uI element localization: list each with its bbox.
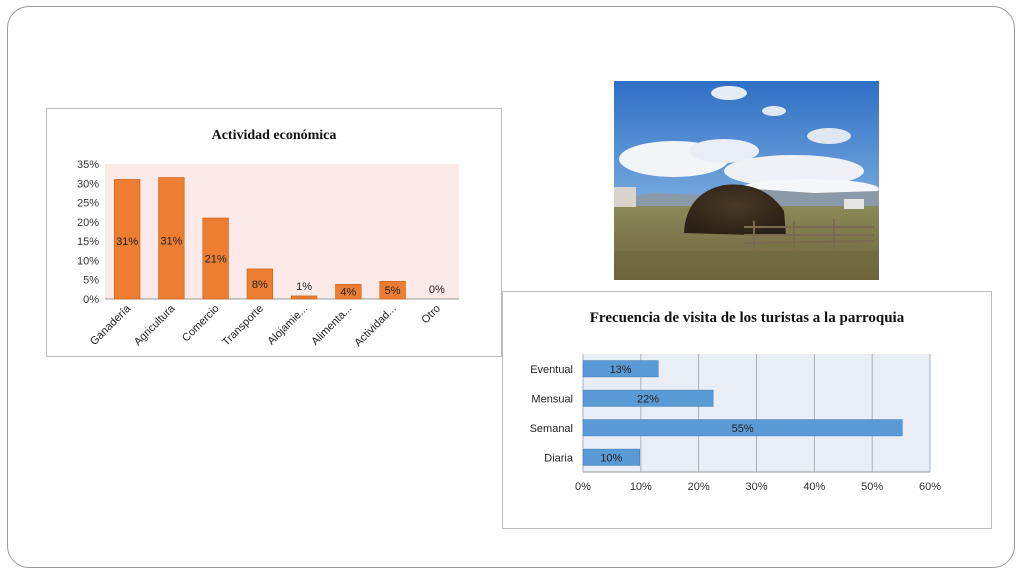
data-label: 22% (637, 393, 659, 405)
data-label: 31% (160, 235, 182, 247)
x-tick-label: 20% (688, 481, 710, 493)
x-tick-label: Ganadería (88, 302, 134, 348)
x-tick-label: Actividad... (352, 303, 399, 350)
data-label: 10% (600, 452, 622, 464)
bar (582, 448, 640, 466)
bar (246, 268, 274, 300)
economic-activity-plot: 0% 5% 10% 15% 20% 25% 30% 35% 31% Ganadería 31% Agr… (77, 159, 459, 350)
slide-frame (7, 6, 1015, 568)
tourist-visit-frequency-chart: Frecuencia de visita de los turistas a l… (502, 291, 992, 529)
bar (379, 280, 406, 300)
bar (582, 389, 714, 407)
x-tick-label: Agricultura (132, 302, 178, 348)
x-tick-label: Transporte (220, 303, 266, 349)
visit-frequency-plot: 0% 10% 20% 30% 40% 50% 60% 13% Eventual 22% Mensua… (530, 354, 941, 493)
x-tick-label: Comercio (180, 303, 222, 345)
y-tick-label: 35% (77, 159, 99, 171)
bar (158, 177, 185, 300)
x-tick-label: Otro (419, 303, 443, 327)
bar (335, 284, 362, 300)
bar (582, 360, 659, 378)
y-tick-label: Mensual (531, 393, 573, 405)
data-label: 5% (385, 285, 401, 297)
haystack-photo-illustration (614, 81, 879, 280)
y-tick-label: Eventual (530, 364, 573, 376)
plot-area (105, 164, 459, 299)
data-label: 8% (252, 279, 268, 291)
bar (290, 295, 318, 300)
y-tick-label: 20% (77, 217, 99, 229)
data-label: 13% (610, 364, 632, 376)
x-tick-label: Alojamie... (265, 303, 310, 348)
economic-activity-chart: Actividad económica 0% 5% 10% 15% 20% 25% 30% 3… (46, 108, 502, 357)
chart-title: Frecuencia de visita de los turistas a l… (589, 310, 905, 326)
x-tick-label: 40% (803, 481, 825, 493)
y-tick-label: 25% (77, 198, 99, 210)
y-tick-label: 15% (77, 236, 99, 248)
y-tick-label: 10% (77, 255, 99, 267)
data-label: 0% (429, 284, 445, 296)
y-tick-label: 30% (77, 178, 99, 190)
x-tick-label: 10% (630, 481, 652, 493)
chart-title: Actividad económica (211, 128, 337, 143)
data-label: 31% (116, 236, 138, 248)
x-tick-label: 60% (919, 481, 941, 493)
x-tick-label: 50% (861, 481, 883, 493)
data-label: 1% (296, 281, 312, 293)
y-tick-label: Diaria (544, 452, 574, 464)
x-tick-label: 0% (575, 481, 591, 493)
landscape-photo (614, 81, 879, 280)
bar (582, 419, 903, 437)
x-tick-label: Alimenta... (309, 303, 354, 348)
y-tick-label: 0% (83, 294, 99, 306)
data-label: 21% (205, 254, 227, 266)
data-label: 55% (732, 423, 754, 435)
bar (202, 217, 229, 300)
data-label: 4% (340, 287, 356, 299)
y-tick-label: Semanal (530, 423, 573, 435)
x-tick-label: 30% (745, 481, 767, 493)
bar (113, 179, 141, 300)
y-tick-label: 5% (83, 275, 99, 287)
